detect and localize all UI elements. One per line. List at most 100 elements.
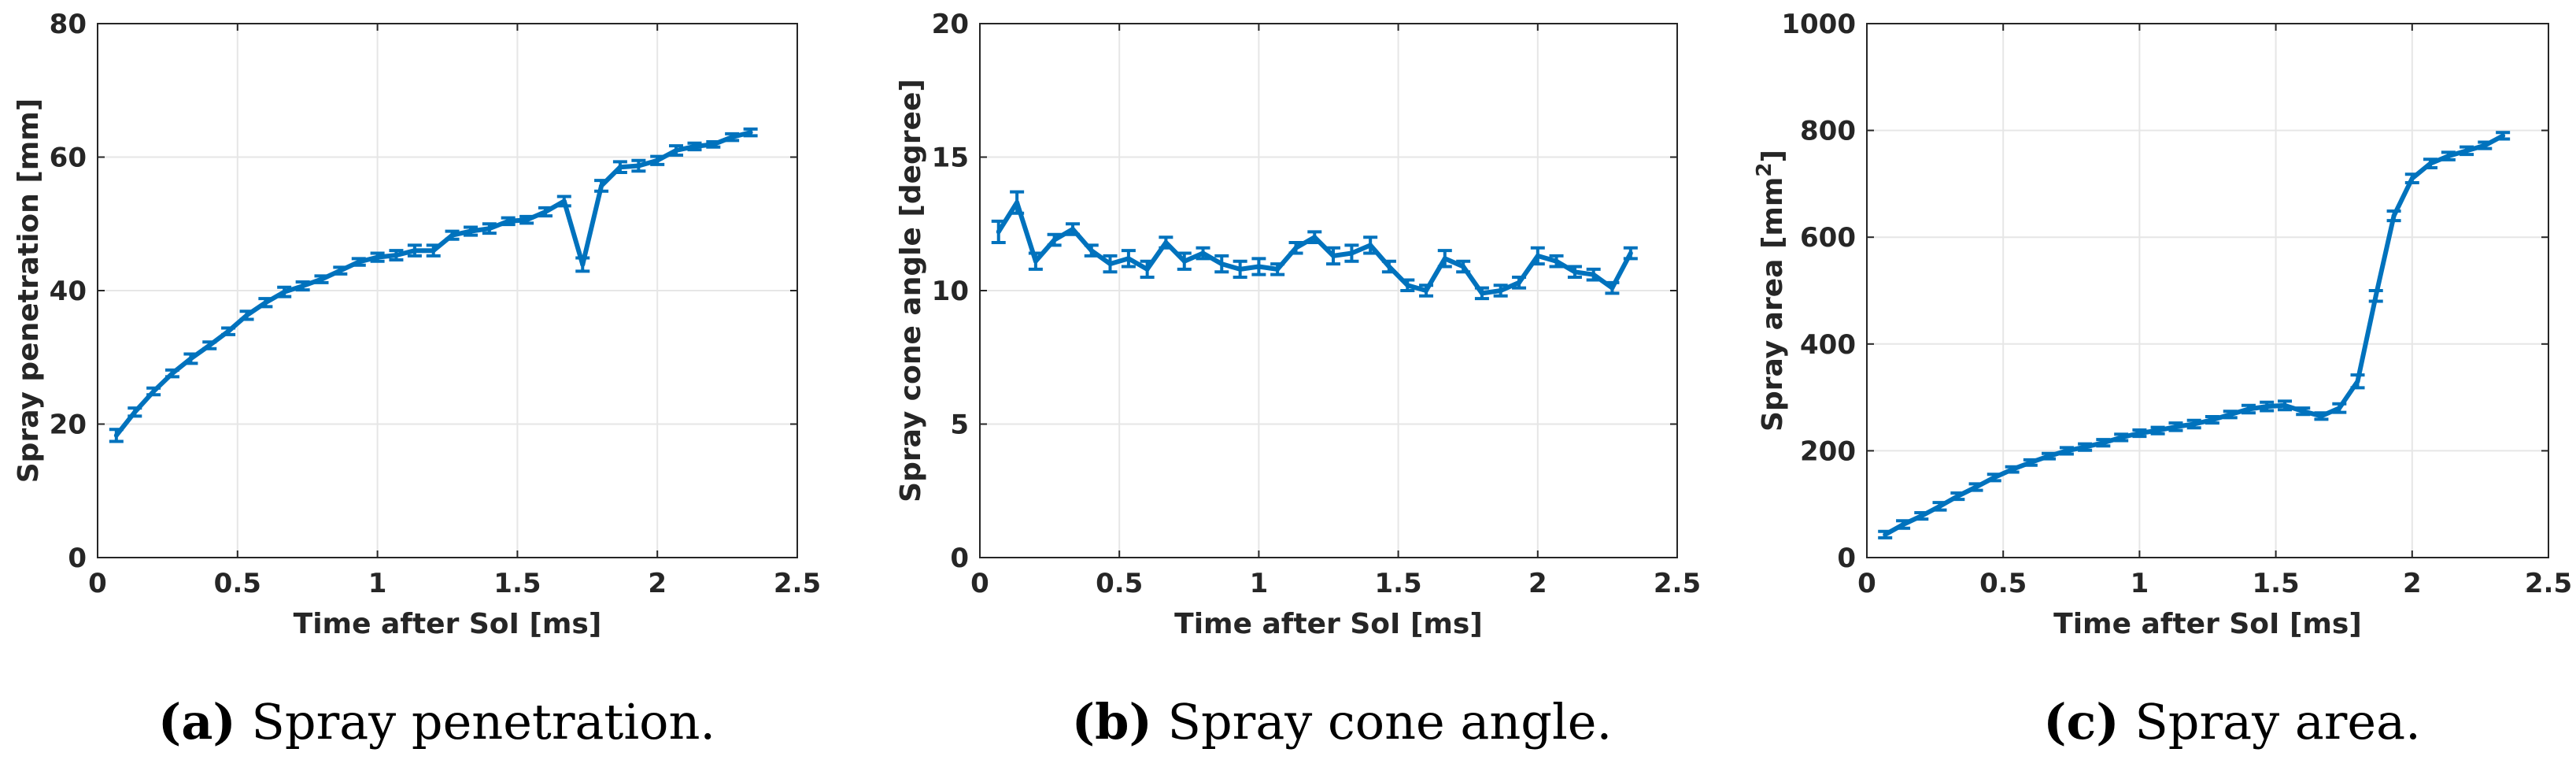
error-bar xyxy=(109,428,124,443)
plot-area xyxy=(1867,24,2548,558)
data-point xyxy=(2119,435,2124,440)
data-point xyxy=(1181,258,1187,264)
data-point xyxy=(1535,253,1540,258)
error-bar xyxy=(258,297,273,309)
error-bar xyxy=(202,340,217,350)
error-bar xyxy=(1896,519,1911,530)
data-point xyxy=(748,130,753,135)
x-tick-label: 1.5 xyxy=(2252,568,2299,599)
error-bar xyxy=(650,154,665,166)
error-bar xyxy=(556,195,571,208)
error-bar xyxy=(725,132,740,143)
data-point xyxy=(1163,239,1169,245)
error-bar xyxy=(1288,240,1303,255)
error-bar xyxy=(1196,246,1210,261)
error-bar xyxy=(128,406,142,418)
y-tick-label: 0 xyxy=(950,543,969,574)
data-point xyxy=(188,356,194,361)
data-point xyxy=(1628,250,1633,256)
error-bar xyxy=(2223,410,2238,420)
x-tick-label: 2.5 xyxy=(1654,568,1701,599)
error-bar xyxy=(1950,491,1965,502)
panel-caption: (c) Spray area. xyxy=(2043,693,2421,751)
data-point xyxy=(2282,402,2288,408)
data-point xyxy=(1991,475,1997,480)
error-bar xyxy=(146,386,161,397)
x-tick-label: 2 xyxy=(2403,568,2422,599)
data-point xyxy=(319,276,324,282)
x-tick-label: 1 xyxy=(2131,568,2149,599)
data-point xyxy=(1015,200,1020,206)
y-tick-label: 600 xyxy=(1800,222,1856,254)
data-point xyxy=(730,135,735,140)
error-bar xyxy=(1914,511,1929,521)
error-bar xyxy=(1363,235,1378,255)
error-bar xyxy=(2478,140,2493,150)
error-bar xyxy=(1028,251,1043,271)
error-bar xyxy=(2168,421,2183,432)
data-point xyxy=(2464,148,2470,154)
data-point xyxy=(636,163,641,169)
error-bar xyxy=(1530,246,1545,266)
data-point xyxy=(1125,256,1131,261)
data-point xyxy=(1937,503,1942,509)
data-point xyxy=(2137,431,2142,436)
x-axis-label: Time after SoI [ms] xyxy=(294,608,602,640)
data-point xyxy=(2155,428,2160,433)
data-point xyxy=(1144,266,1150,272)
error-bar xyxy=(2423,158,2438,170)
data-point xyxy=(338,268,343,273)
error-bar xyxy=(2332,402,2347,414)
data-point xyxy=(151,388,157,394)
error-bar xyxy=(2150,425,2165,436)
error-bar xyxy=(743,127,758,138)
data-point xyxy=(1572,269,1577,275)
error-bar xyxy=(2260,400,2275,413)
panel-b: 0 0.5 1 1.5 2 2.5 0 5 10 15 20 Time after SoI [ms] S… xyxy=(895,9,1701,751)
y-tick-label: 15 xyxy=(932,143,969,174)
data-point xyxy=(282,289,287,295)
y-tick-label: 0 xyxy=(68,543,87,574)
data-point xyxy=(207,343,213,348)
data-point xyxy=(1033,258,1038,264)
data-point xyxy=(1275,266,1281,272)
y-tick-label: 20 xyxy=(932,9,969,40)
error-bar xyxy=(1121,249,1136,269)
error-bar xyxy=(183,352,198,365)
error-bar xyxy=(2132,428,2147,439)
y-tick-label: 400 xyxy=(1800,329,1856,361)
data-point xyxy=(2428,161,2434,166)
error-bar xyxy=(2078,442,2093,452)
error-bar xyxy=(669,144,684,157)
error-bar xyxy=(1381,259,1396,274)
y-tick-label: 80 xyxy=(50,9,87,40)
error-bar xyxy=(2023,458,2038,467)
error-bar xyxy=(2350,373,2365,390)
error-bar xyxy=(1987,473,2001,483)
error-bar xyxy=(1932,501,1947,512)
data-point xyxy=(226,328,231,334)
error-bar xyxy=(538,206,553,218)
y-tick-label: 1000 xyxy=(1781,9,1856,40)
error-bar xyxy=(221,326,236,336)
error-bar xyxy=(1400,278,1415,292)
data-point xyxy=(1368,243,1373,248)
error-bar xyxy=(1586,267,1601,282)
data-point xyxy=(1349,250,1355,256)
data-point xyxy=(1973,484,1979,490)
data-point xyxy=(2083,444,2088,450)
data-point xyxy=(2027,460,2033,465)
data-point xyxy=(132,410,138,415)
data-point xyxy=(580,261,586,267)
error-bar xyxy=(2404,172,2419,185)
error-bar xyxy=(1623,246,1638,261)
data-point xyxy=(2373,293,2378,298)
error-bar xyxy=(426,243,441,258)
panel-caption: (a) Spray penetration. xyxy=(158,693,715,751)
error-bar xyxy=(1159,235,1173,250)
data-point xyxy=(524,217,530,223)
data-point xyxy=(356,259,361,265)
error-bar xyxy=(594,179,609,193)
data-point xyxy=(1293,245,1299,250)
error-bar xyxy=(445,229,460,241)
